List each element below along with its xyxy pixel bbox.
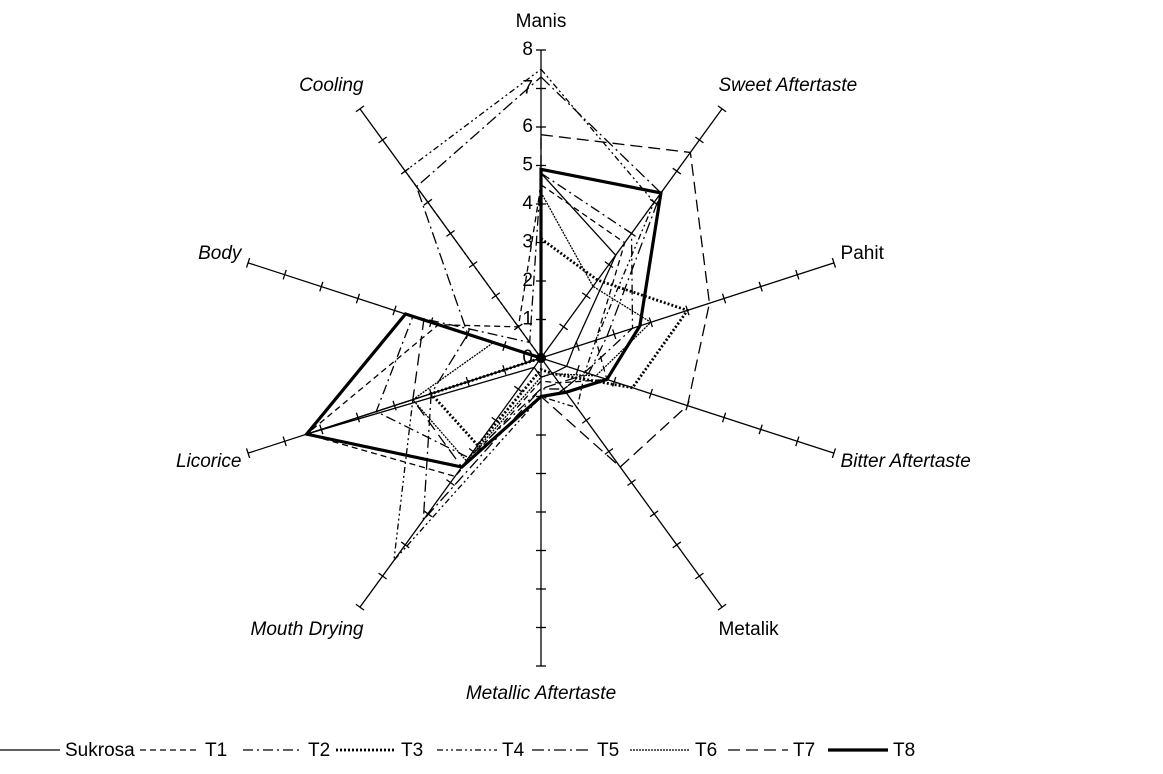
- tick-mark: [672, 541, 682, 549]
- tick-label: 8: [522, 39, 533, 60]
- axis-label: Manis: [516, 11, 567, 32]
- legend-label: Sukrosa: [65, 740, 135, 761]
- legend-label: T2: [308, 740, 330, 761]
- legend-label: T1: [205, 740, 227, 761]
- tick-label: 4: [522, 193, 533, 214]
- axis-label: Licorice: [176, 451, 241, 472]
- tick-mark: [581, 416, 591, 424]
- tick-mark: [282, 269, 287, 280]
- tick-mark: [378, 136, 388, 144]
- tick-label: 2: [522, 270, 533, 291]
- tick-mark: [694, 572, 704, 580]
- tick-mark: [245, 257, 251, 268]
- legend-label: T6: [695, 740, 717, 761]
- tick-mark: [758, 281, 763, 292]
- tick-mark: [575, 364, 580, 375]
- tick-mark: [831, 448, 837, 459]
- tick-mark: [319, 281, 324, 292]
- axis-label: Pahit: [841, 243, 885, 264]
- tick-mark: [758, 424, 763, 435]
- tick-mark: [245, 448, 251, 459]
- tick-mark: [717, 105, 727, 113]
- tick-mark: [446, 479, 455, 487]
- series-line: [303, 167, 663, 469]
- tick-label: 3: [522, 232, 533, 253]
- tick-mark: [355, 293, 361, 304]
- series-line: [412, 133, 711, 468]
- legend-label: T4: [502, 740, 525, 761]
- tick-mark: [721, 293, 727, 304]
- legend-label: T3: [401, 740, 423, 761]
- tick-label: 5: [522, 155, 533, 176]
- tick-mark: [612, 329, 617, 340]
- tick-mark: [355, 603, 365, 611]
- tick-label: 6: [522, 116, 533, 137]
- tick-mark: [513, 385, 523, 393]
- tick-mark: [378, 572, 388, 580]
- tick-mark: [355, 105, 365, 113]
- tick-mark: [672, 167, 682, 175]
- tick-mark: [717, 603, 727, 611]
- axis-label: Sweet Aftertaste: [718, 75, 857, 96]
- tick-mark: [648, 388, 654, 399]
- tick-mark: [627, 479, 636, 487]
- tick-mark: [282, 436, 287, 447]
- tick-mark: [694, 136, 704, 144]
- tick-mark: [604, 447, 614, 455]
- tick-mark: [831, 257, 837, 268]
- tick-mark: [423, 510, 433, 518]
- tick-mark: [392, 305, 397, 316]
- tick-label: 1: [522, 309, 533, 330]
- series-line: [428, 235, 690, 448]
- axis-label: Mouth Drying: [251, 619, 364, 640]
- axis-label: Metallic Aftertaste: [466, 683, 616, 704]
- axis-label: Body: [198, 243, 243, 264]
- legend-label: T5: [597, 740, 619, 761]
- series-line: [415, 76, 662, 522]
- series-line: [375, 172, 634, 459]
- tick-mark: [581, 292, 591, 300]
- tick-label: 0: [522, 347, 533, 368]
- tick-mark: [400, 541, 410, 549]
- axis-label: Metalik: [718, 619, 779, 640]
- tick-mark: [795, 436, 800, 447]
- tick-mark: [604, 261, 614, 269]
- tick-mark: [612, 376, 617, 387]
- tick-mark: [721, 412, 727, 423]
- tick-mark: [649, 510, 659, 518]
- axis-label: Bitter Aftertaste: [841, 451, 971, 472]
- legend-label: T8: [893, 740, 915, 761]
- tick-mark: [795, 269, 800, 280]
- tick-mark: [559, 323, 569, 331]
- legend-label: T7: [793, 740, 815, 761]
- axis-label: Cooling: [299, 75, 364, 96]
